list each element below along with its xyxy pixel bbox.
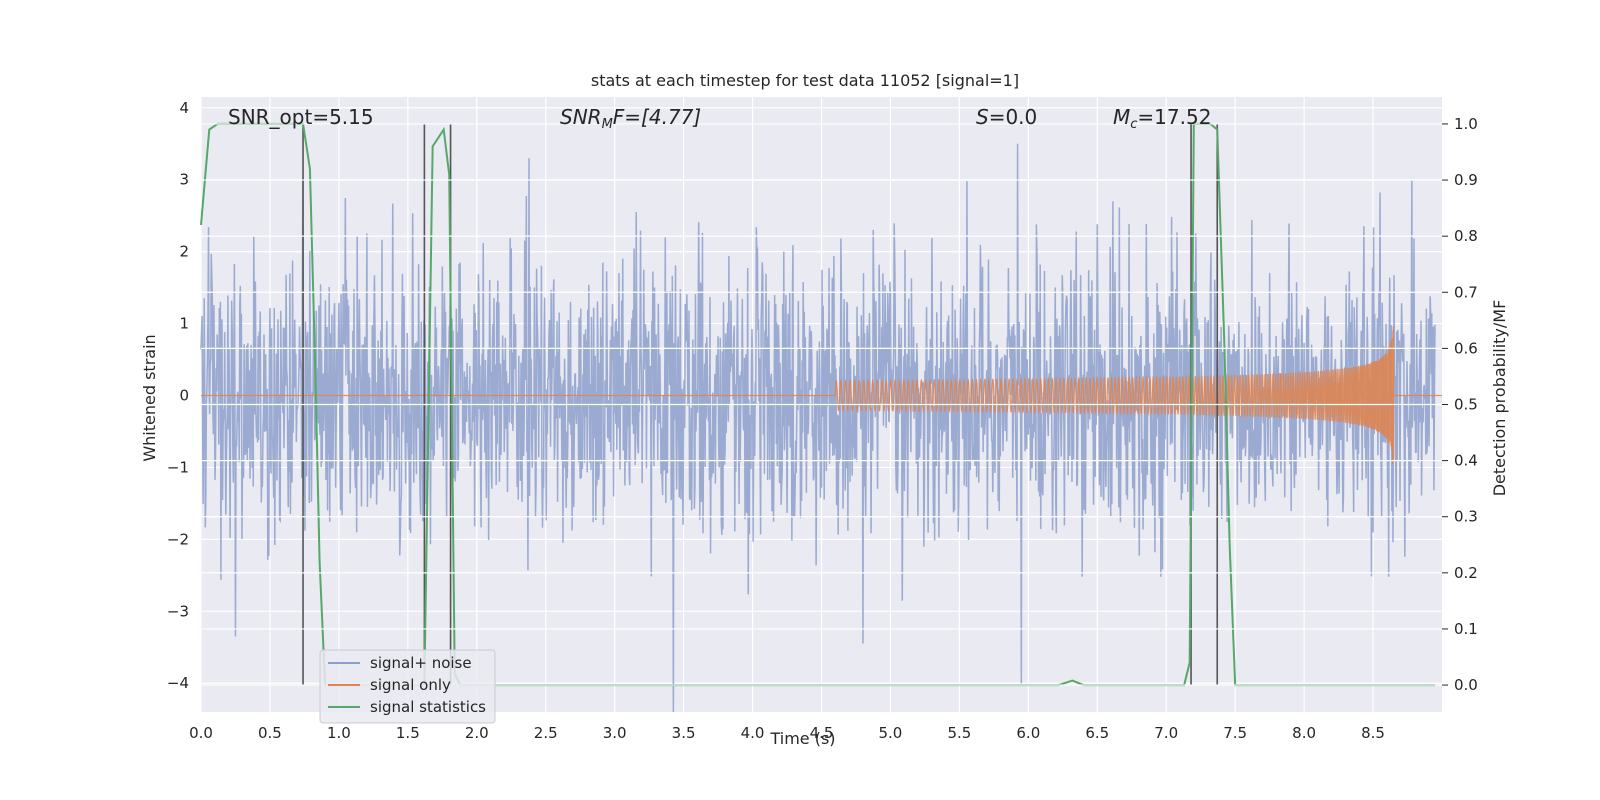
- x-tick-label: 0.5: [258, 724, 282, 742]
- x-tick-label: 7.0: [1154, 724, 1178, 742]
- y2-tick-label: 0.1: [1454, 620, 1478, 638]
- x-tick-label: 5.5: [947, 724, 971, 742]
- annotation-snr-mf: SNRMF=[4.77]: [560, 105, 701, 132]
- signal-line: [201, 326, 1442, 464]
- annotation-s-main: S: [976, 105, 989, 129]
- chart-title: stats at each timestep for test data 110…: [591, 71, 1019, 90]
- y-tick-label: 4: [179, 99, 189, 117]
- y2-tick-label: 0.9: [1454, 171, 1478, 189]
- y-axis-label: Whitened strain: [140, 334, 159, 461]
- x-tick-label: 3.0: [603, 724, 627, 742]
- annotation-snr-mf-tail: F=[4.77]: [613, 105, 701, 129]
- x-tick-label: 7.5: [1223, 724, 1247, 742]
- annotation-mc-tail: =17.52: [1137, 105, 1211, 129]
- x-tick-label: 6.0: [1016, 724, 1040, 742]
- annotation-s: S=0.0: [976, 105, 1037, 129]
- x-tick-label: 1.0: [327, 724, 351, 742]
- annotation-mc: Mc=17.52: [1113, 105, 1211, 132]
- x-tick-label: 3.5: [672, 724, 696, 742]
- y2-tick-label: 0.2: [1454, 564, 1478, 582]
- y-tick-label: −3: [167, 602, 189, 620]
- x-tick-label: 4.5: [810, 724, 834, 742]
- y2-ticks: 0.0 0.1 0.2 0.3 0.4 0.5 0.6 0.7 0.8 0.9 1.0: [1442, 115, 1478, 694]
- x-ticks: 0.0 0.5 1.0 1.5 2.0 2.5 3.0 3.5 4.0 4.5 5.0 5.5 6.0 6…: [189, 724, 1385, 742]
- x-tick-label: 2.0: [465, 724, 489, 742]
- y2-tick-label: 0.3: [1454, 508, 1478, 526]
- x-tick-label: 5.0: [879, 724, 903, 742]
- x-tick-label: 1.5: [396, 724, 420, 742]
- x-tick-label: 4.0: [741, 724, 765, 742]
- y2-tick-label: 0.0: [1454, 676, 1478, 694]
- y-tick-label: −1: [167, 458, 189, 476]
- x-tick-label: 8.0: [1292, 724, 1316, 742]
- legend-label-stats: signal statistics: [370, 698, 486, 716]
- y-ticks: −4 −3 −2 −1 0 1 2 3 4: [167, 99, 189, 692]
- annotation-mc-sub: c: [1130, 117, 1137, 132]
- annotation-snr-opt: SNR_opt=5.15: [228, 105, 374, 129]
- annotations: SNR_opt=5.15 SNRMF=[4.77] S=0.0 Mc=17.52: [228, 105, 1211, 132]
- legend-label-signal: signal only: [370, 676, 451, 694]
- y2-tick-label: 1.0: [1454, 115, 1478, 133]
- y-tick-label: 3: [179, 171, 189, 189]
- y2-axis-label: Detection probability/MF: [1490, 300, 1509, 497]
- x-tick-label: 8.5: [1361, 724, 1385, 742]
- x-axis-label: Time (s): [769, 729, 835, 748]
- y-tick-label: 2: [179, 243, 189, 261]
- x-tick-label: 0.0: [189, 724, 213, 742]
- signal-series: [201, 326, 1442, 464]
- y-tick-label: −4: [167, 674, 189, 692]
- annotation-mc-main: M: [1113, 105, 1130, 129]
- y-tick-label: 0: [179, 387, 189, 405]
- legend: signal+ noise signal only signal statist…: [319, 649, 496, 724]
- annotation-s-tail: =0.0: [989, 105, 1038, 129]
- y2-tick-label: 0.4: [1454, 452, 1478, 470]
- noise-line: [200, 143, 1436, 713]
- legend-box: [319, 649, 496, 724]
- y2-tick-label: 0.6: [1454, 339, 1478, 357]
- annotation-snr-mf-main: SNR: [560, 105, 602, 129]
- noise-series: [200, 143, 1436, 713]
- x-tick-label: 2.5: [534, 724, 558, 742]
- annotation-snr-mf-sub: M: [602, 117, 613, 132]
- y2-tick-label: 0.5: [1454, 396, 1478, 414]
- x-tick-label: 6.5: [1085, 724, 1109, 742]
- y2-tick-label: 0.7: [1454, 283, 1478, 301]
- y2-tick-label: 0.8: [1454, 227, 1478, 245]
- y-tick-label: 1: [179, 315, 189, 333]
- y-tick-label: −2: [167, 530, 189, 548]
- legend-label-noise: signal+ noise: [370, 654, 472, 672]
